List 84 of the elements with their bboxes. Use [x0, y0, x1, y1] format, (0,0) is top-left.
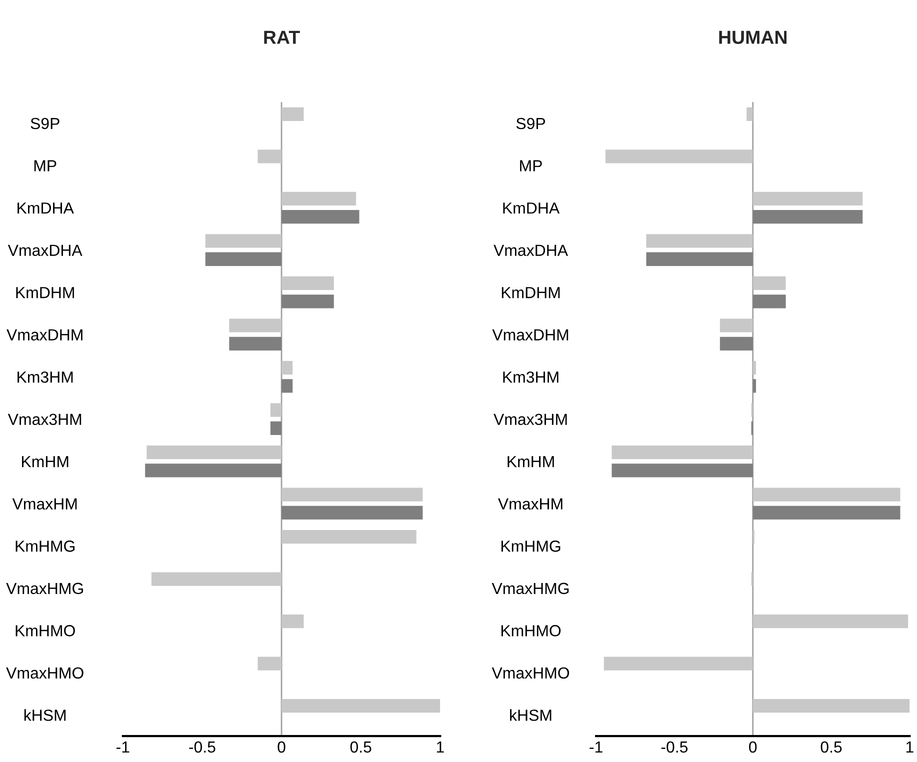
- bar: [258, 150, 282, 164]
- bar: [151, 572, 282, 586]
- bar: [720, 336, 753, 350]
- bar: [146, 445, 282, 460]
- bar: [605, 150, 753, 164]
- y-tick-label: KmHMG: [16, 540, 75, 552]
- bar: [205, 252, 282, 266]
- y-tick-label: kHSM: [24, 709, 66, 721]
- bar: [270, 403, 282, 417]
- bar: [282, 530, 416, 544]
- y-tick-label: Km3HM: [503, 371, 558, 383]
- y-tick-label: KmHM: [508, 456, 554, 468]
- bar: [229, 318, 282, 332]
- bar: [752, 210, 863, 224]
- y-tick-label: VmaxDHA: [8, 244, 82, 256]
- bar: [752, 276, 786, 290]
- bar: [145, 464, 282, 478]
- bar: [282, 699, 440, 713]
- bar: [646, 252, 753, 266]
- bar: [752, 294, 786, 308]
- y-tick-label: KmHMO: [16, 625, 75, 636]
- y-tick-label: VmaxHMO: [492, 667, 570, 679]
- x-tick-label: 1: [906, 742, 914, 753]
- bar: [282, 379, 293, 393]
- y-tick-label: KmHMG: [501, 540, 560, 552]
- bar: [282, 276, 334, 290]
- y-tick-label: Vmax3HM: [8, 414, 82, 426]
- bar: [720, 318, 753, 332]
- bar: [282, 210, 360, 224]
- bar: [258, 656, 282, 670]
- bar: [205, 234, 282, 248]
- bar: [752, 699, 910, 713]
- bar: [612, 445, 753, 460]
- bar: [752, 506, 900, 520]
- y-tick-label: VmaxHMG: [492, 582, 569, 594]
- x-tick-label: -1: [116, 742, 130, 753]
- x-tick-label: 0.5: [350, 741, 372, 753]
- y-tick-label: KmDHA: [503, 202, 560, 214]
- y-tick-label: VmaxHMO: [6, 667, 84, 679]
- y-tick-label: kHSM: [510, 709, 552, 721]
- y-tick-label: S9P: [30, 118, 60, 130]
- x-tick-label: 1: [436, 742, 444, 753]
- y-tick-label: VmaxHM: [498, 498, 562, 510]
- bar: [646, 234, 753, 248]
- bar: [612, 464, 753, 478]
- bar: [282, 360, 293, 375]
- y-tick-label: S9P: [516, 118, 546, 130]
- y-tick-label: KmHM: [22, 456, 68, 468]
- x-tick-label: -0.5: [661, 741, 688, 753]
- y-tick-label: VmaxDHM: [492, 329, 568, 341]
- y-tick-label: MP: [520, 160, 542, 172]
- bar: [752, 614, 908, 628]
- x-tick-label: 0: [749, 741, 757, 753]
- x-tick-label: -1: [590, 742, 602, 753]
- y-tick-label: KmDHM: [16, 287, 74, 298]
- y-tick-label: KmDHA: [18, 202, 74, 214]
- bar: [270, 421, 282, 435]
- bar: [229, 336, 282, 350]
- y-tick-label: VmaxDHM: [6, 329, 82, 341]
- bar: [752, 379, 756, 393]
- y-tick-label: KmHMO: [501, 625, 561, 636]
- bar: [746, 107, 753, 121]
- bar: [604, 656, 753, 670]
- y-tick-label: VmaxDHA: [494, 244, 568, 256]
- bar: [752, 192, 863, 206]
- chart-title: HUMAN: [719, 30, 786, 44]
- x-tick-label: 0.5: [820, 741, 842, 753]
- y-tick-label: KmDHM: [502, 287, 560, 298]
- chart-title: RAT: [264, 30, 300, 44]
- x-tick-label: -0.5: [189, 741, 216, 753]
- bar: [282, 488, 423, 502]
- y-tick-label: Km3HM: [18, 371, 73, 383]
- bar: [282, 294, 334, 308]
- bar: [282, 614, 304, 628]
- bar: [282, 192, 356, 206]
- y-tick-label: VmaxHM: [12, 498, 77, 510]
- bar: [752, 488, 900, 502]
- y-tick-label: Vmax3HM: [494, 414, 567, 426]
- bar: [282, 107, 304, 121]
- x-tick-label: 0: [278, 741, 286, 753]
- y-tick-label: VmaxHMG: [6, 582, 83, 594]
- y-tick-label: MP: [34, 160, 56, 172]
- bar: [282, 506, 423, 520]
- bar: [752, 360, 756, 375]
